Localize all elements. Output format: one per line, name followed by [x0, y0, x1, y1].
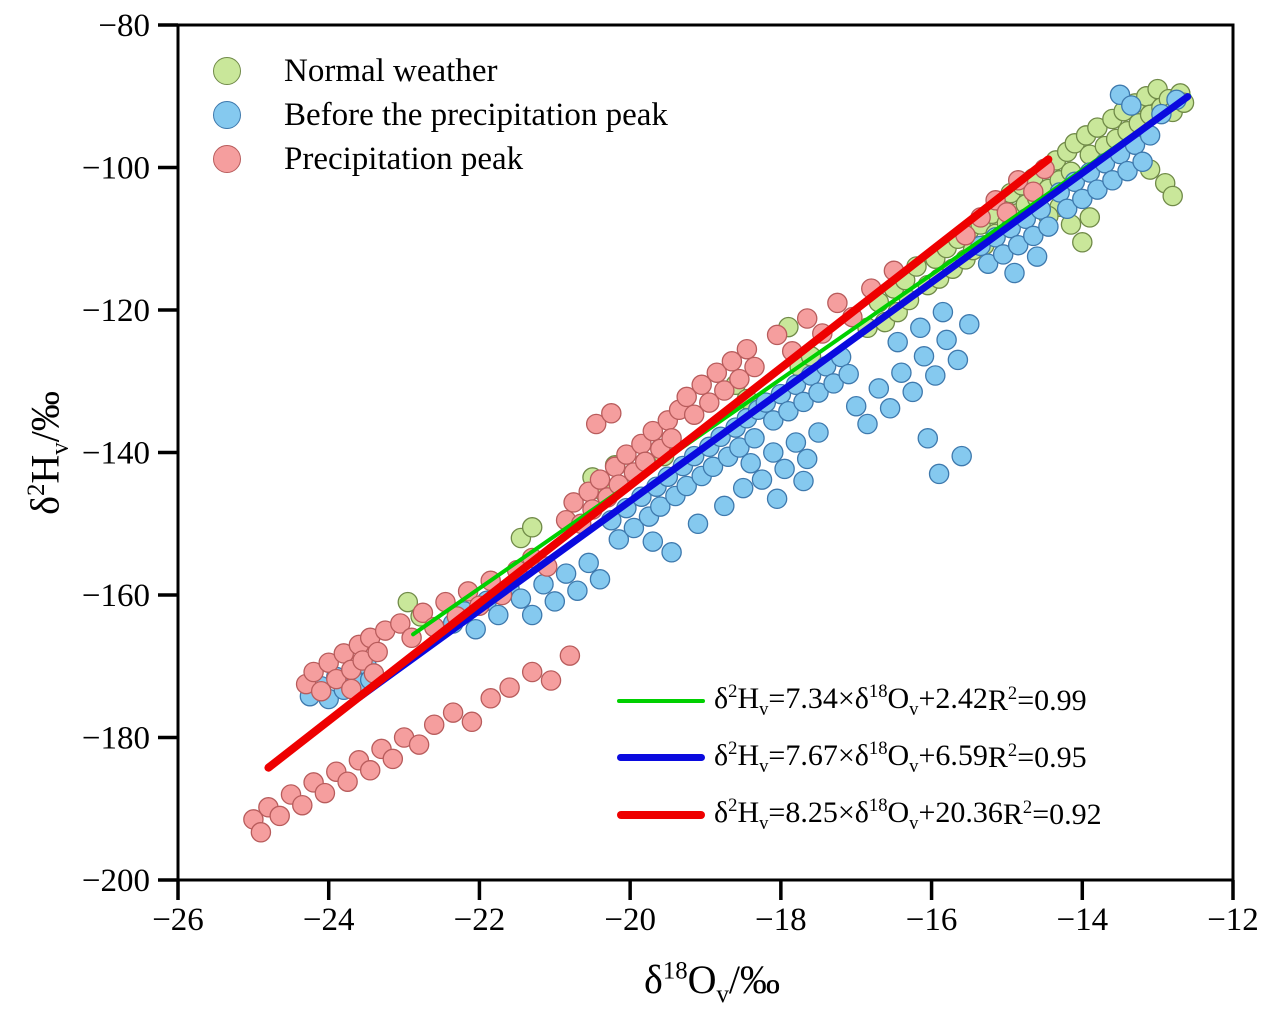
svg-text:−200: −200 — [82, 863, 150, 899]
red-line-swatch-icon — [617, 810, 705, 819]
svg-text:−180: −180 — [82, 721, 150, 757]
regression-equation: δ2Hv=7.67×δ18Ov+6.59 — [714, 737, 988, 777]
svg-text:−120: −120 — [82, 293, 150, 329]
legend-label: Before the precipitation peak — [284, 96, 668, 133]
blue-line-swatch-icon — [617, 754, 705, 761]
legend-label: Normal weather — [284, 52, 498, 89]
legend-item-normal-weather: Normal weather — [213, 49, 668, 93]
legend-label: Precipitation peak — [284, 140, 524, 177]
svg-text:−20: −20 — [604, 902, 656, 938]
plot-frame — [176, 23, 1235, 882]
normal-weather-marker-icon — [213, 57, 241, 85]
svg-text:−18: −18 — [755, 902, 807, 938]
svg-text:−80: −80 — [98, 8, 150, 44]
before-peak-marker-icon — [213, 101, 241, 129]
equation-row-precipitation-peak: δ2Hv=8.25×δ18Ov+20.36 R2=0.92 — [617, 786, 1102, 843]
svg-text:−22: −22 — [454, 902, 506, 938]
y-axis-label: δ2Hv/‰ — [22, 391, 74, 515]
svg-text:−100: −100 — [82, 151, 150, 187]
equation-row-before-peak: δ2Hv=7.67×δ18Ov+6.59 R2=0.95 — [617, 729, 1102, 786]
legend-item-precipitation-peak: Precipitation peak — [213, 137, 668, 181]
equation-row-normal-weather: δ2Hv=7.34×δ18Ov+2.42 R2=0.99 — [617, 672, 1102, 729]
svg-text:−24: −24 — [303, 902, 355, 938]
equation-legend: δ2Hv=7.34×δ18Ov+2.42 R2=0.99 δ2Hv=7.67×δ… — [617, 672, 1102, 843]
svg-text:−26: −26 — [152, 902, 204, 938]
regression-lines — [264, 93, 1192, 772]
svg-text:−14: −14 — [1056, 902, 1108, 938]
svg-text:−140: −140 — [82, 436, 150, 472]
y-axis: −200 −180 −160 −140 −120 −100 −80 — [82, 8, 178, 899]
before-peak-fit — [355, 93, 1192, 702]
x-axis: −26 −24 −22 −20 −18 −16 −14 −12 — [152, 880, 1259, 938]
precipitation-peak-marker-icon — [213, 145, 241, 173]
svg-text:−16: −16 — [906, 902, 958, 938]
regression-equation: δ2Hv=8.25×δ18Ov+20.36 — [714, 794, 1003, 834]
green-line-swatch-icon — [617, 698, 705, 703]
regression-equation: δ2Hv=7.34×δ18Ov+2.42 — [714, 680, 988, 720]
legend-item-before-peak: Before the precipitation peak — [213, 93, 668, 137]
r-squared-value: R2=0.99 — [987, 683, 1087, 717]
r-squared-value: R2=0.95 — [987, 740, 1087, 774]
svg-text:−12: −12 — [1207, 902, 1259, 938]
svg-text:−160: −160 — [82, 578, 150, 614]
precipitation-peak-fit — [264, 155, 1053, 772]
legend: Normal weather Before the precipitation … — [213, 49, 668, 181]
x-axis-label: δ18Ov/‰ — [643, 957, 781, 1008]
r-squared-value: R2=0.92 — [1002, 797, 1102, 831]
